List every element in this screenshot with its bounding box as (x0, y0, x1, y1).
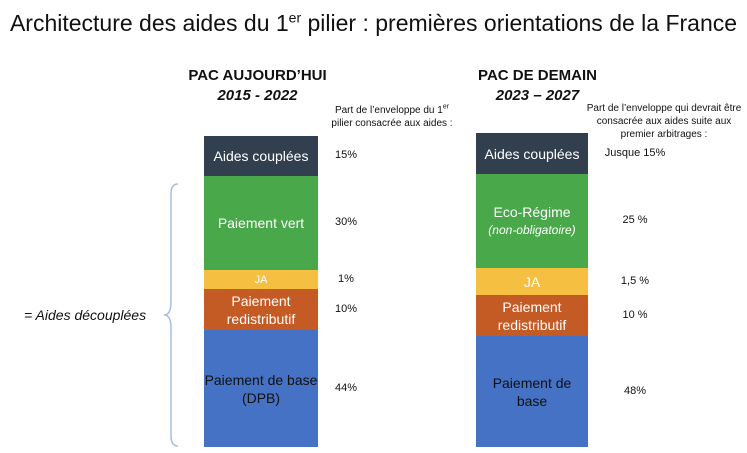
right-share-note: Part de l’enveloppe qui devrait être con… (586, 103, 742, 140)
left-segment-label: Aides couplées (213, 148, 309, 164)
right-segment-young-farmers: JA (476, 268, 588, 295)
right-segment-coupled-aids: Aides couplées (476, 133, 588, 174)
left-share-redistributive-payment: 10% (334, 302, 358, 315)
decoupled-brace (163, 183, 179, 447)
right-share-young-farmers: 1,5 % (620, 274, 650, 287)
right-segment-basic-payment: Paiement de base (476, 336, 588, 447)
right-heading-label: PAC DE DEMAIN (478, 67, 597, 84)
left-share-young-farmers: 1% (338, 272, 354, 285)
right-segment-label: Eco-Régime (493, 204, 571, 220)
left-column-heading: PAC AUJOURD’HUI 2015 - 2022 (170, 66, 345, 106)
left-segment-green-payment: Paiement vert (204, 176, 318, 270)
left-share-basic-payment: 44% (334, 381, 358, 394)
right-segment-label: JA (523, 273, 541, 290)
left-segment-label: JA (254, 273, 268, 286)
right-share-coupled-aids: Jusque 15% (604, 146, 666, 159)
right-share-green-payment: 25 % (622, 214, 648, 226)
right-segment-green-payment: Eco-Régime (non-obligatoire) (476, 174, 588, 268)
right-period: 2023 – 2027 (495, 87, 580, 104)
left-share-green-payment: 30% (334, 216, 358, 228)
left-segment-coupled-aids: Aides couplées (204, 136, 318, 176)
decoupled-aids-label: = Aides découplées (24, 307, 147, 323)
left-period: 2015 - 2022 (217, 87, 298, 104)
right-column-heading: PAC DE DEMAIN 2023 – 2027 (455, 66, 620, 106)
page-title: Architecture des aides du 1er pilier : p… (9, 9, 738, 36)
left-heading-label: PAC AUJOURD’HUI (188, 67, 327, 84)
right-share-redistributive-payment: 10 % (622, 308, 648, 321)
right-segment-label: Aides couplées (484, 145, 580, 162)
right-segment-label: Paiement redistributif (497, 298, 567, 333)
left-segment-label: Paiement vert (217, 215, 305, 231)
right-segment-redistributive-payment: Paiement redistributif (476, 295, 588, 336)
left-segment-label: Paiement de base (DPB) (204, 371, 318, 406)
right-segment-label: Paiement de base (492, 374, 572, 409)
left-segment-young-farmers: JA (204, 270, 318, 289)
left-share-coupled-aids: 15% (334, 149, 358, 161)
right-share-basic-payment: 48% (623, 384, 647, 397)
left-segment-basic-payment: Paiement de base (DPB) (204, 330, 318, 447)
left-segment-redistributive-payment: Paiement redistributif (204, 289, 318, 330)
right-segment-sublabel: (non-obligatoire) (488, 223, 576, 237)
left-share-note: Part de l’enveloppe du 1er pilier consacr… (331, 103, 453, 129)
left-segment-label: Paiement redistributif (226, 292, 296, 327)
